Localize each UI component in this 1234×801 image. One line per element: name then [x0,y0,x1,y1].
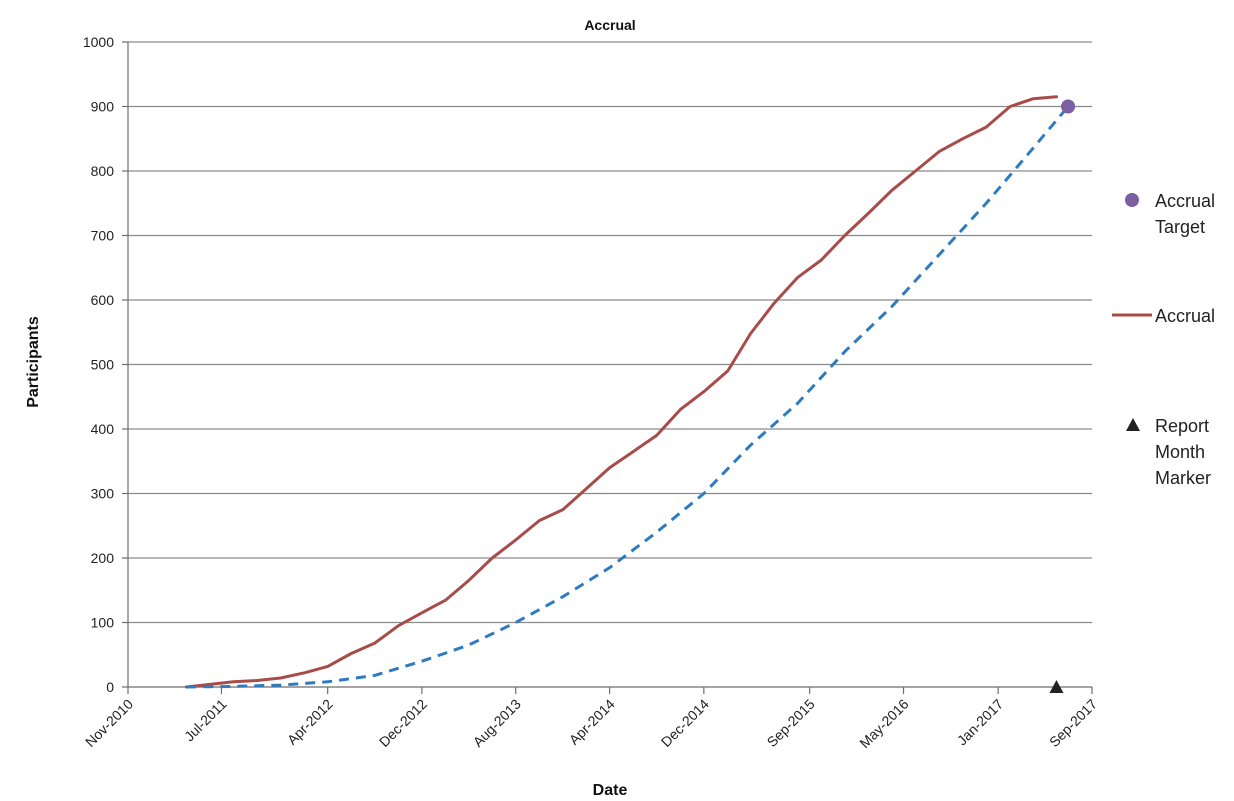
x-tick-label: Jul-2011 [181,696,230,745]
x-tick-label: Sep-2017 [1046,696,1100,750]
y-tick-label: 1000 [83,34,114,50]
legend: Accrual Target Accrual Report Month Marker [1112,191,1215,488]
y-tick-label: 500 [91,357,115,373]
x-tick-label: Jan-2017 [954,696,1007,749]
x-tick-label: Apr-2012 [284,696,336,748]
y-tick-label: 0 [106,679,114,695]
report-month-marker [1049,680,1064,693]
y-tick-label: 200 [91,550,115,566]
legend-triangle-swatch [1126,418,1140,431]
series-lines [184,95,1070,689]
x-tick-label: Apr-2014 [566,696,618,748]
x-tick-label: Dec-2012 [376,696,430,750]
y-tick-label: 100 [91,615,115,631]
legend-label: Accrual [1155,306,1215,326]
x-tick-label: Sep-2015 [764,696,818,750]
y-tick-label: 400 [91,421,115,437]
x-tick-label: May-2016 [856,696,911,751]
legend-circle-swatch [1125,193,1139,207]
y-tick-label: 300 [91,486,115,502]
y-tick-labels: 0 100 200 300 400 500 600 700 800 900 1000 [83,34,114,695]
accrual-target-point [1061,99,1076,114]
legend-label: Target [1155,217,1205,237]
y-tick-label: 800 [91,163,115,179]
point-markers [1049,99,1076,693]
dashed-series-line [186,105,1070,689]
x-axis-title: Date [593,782,628,799]
accrual-series-line [184,95,1058,689]
legend-label: Accrual [1155,191,1215,211]
legend-label: Report [1155,416,1209,436]
x-tick-labels: Nov-2010 Jul-2011 Apr-2012 Dec-2012 Aug-2013… [82,696,1100,751]
y-tick-label: 900 [91,99,115,115]
y-tick-label: 700 [91,228,115,244]
legend-label: Marker [1155,468,1211,488]
y-axis-title: Participants [25,316,42,408]
x-tick-label: Nov-2010 [82,696,136,750]
gridlines [128,41,1092,624]
x-tick-label: Dec-2014 [658,696,712,750]
y-tick-label: 600 [91,292,115,308]
legend-label: Month [1155,442,1205,462]
axes [122,41,1093,694]
chart-title: Accrual [584,17,635,33]
x-tick-label: Aug-2013 [470,696,524,750]
